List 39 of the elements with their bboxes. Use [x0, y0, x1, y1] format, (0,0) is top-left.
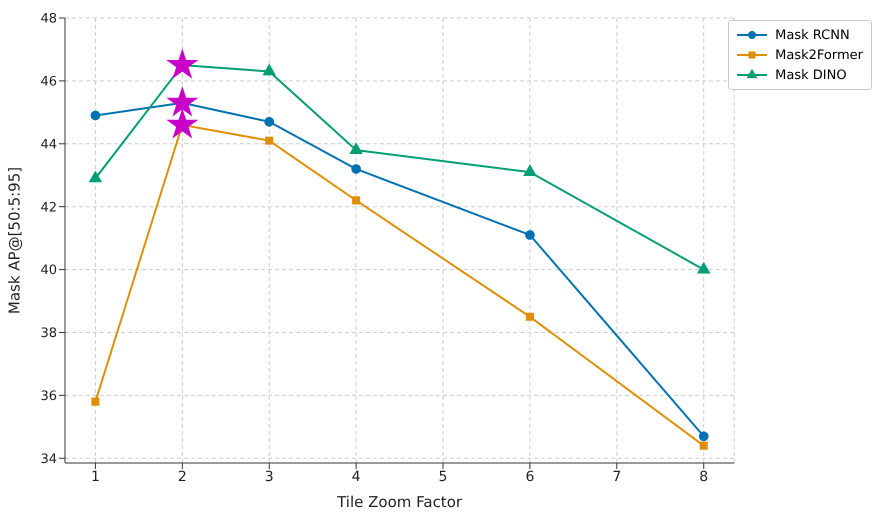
x-tick-label: 1: [90, 468, 100, 485]
point: [167, 109, 198, 138]
point: [700, 442, 708, 450]
point: [698, 431, 709, 442]
x-tick-label: 8: [699, 468, 708, 485]
y-tick-label: 36: [40, 389, 57, 404]
y-axis-title: Mask AP@[50:5:95]: [5, 166, 24, 314]
legend-label: Mask2Former: [775, 48, 863, 62]
point: [264, 116, 274, 127]
point: [91, 398, 100, 406]
y-tick-label: 38: [40, 326, 57, 342]
point: [351, 164, 361, 174]
x-tick-label: 4: [352, 468, 361, 485]
x-tick-label: 6: [525, 468, 534, 485]
y-tick-label: 40: [40, 263, 57, 278]
point: [350, 142, 363, 154]
x-tick-label: 2: [178, 468, 187, 485]
point: [89, 171, 102, 182]
point: [262, 64, 276, 76]
point: [167, 49, 198, 78]
point: [167, 87, 198, 116]
y-tick-label: 44: [40, 137, 57, 152]
point: [526, 312, 534, 321]
legend-label: Mask RCNN: [775, 28, 850, 42]
y-tick-label: 48: [40, 12, 57, 27]
point: [352, 196, 360, 204]
x-axis-title: Tile Zoom Factor: [336, 493, 463, 511]
y-tick-label: 42: [40, 200, 57, 216]
point: [265, 136, 274, 145]
point: [697, 262, 710, 274]
x-tick-label: 5: [438, 468, 448, 485]
x-tick-label: 7: [612, 468, 622, 485]
point: [90, 110, 100, 120]
y-tick-label: 34: [40, 452, 57, 467]
y-tick-label: 46: [40, 74, 57, 90]
x-tick-label: 3: [264, 468, 274, 485]
legend-label: Mask DINO: [775, 68, 847, 82]
point: [525, 230, 535, 240]
point: [524, 164, 536, 176]
